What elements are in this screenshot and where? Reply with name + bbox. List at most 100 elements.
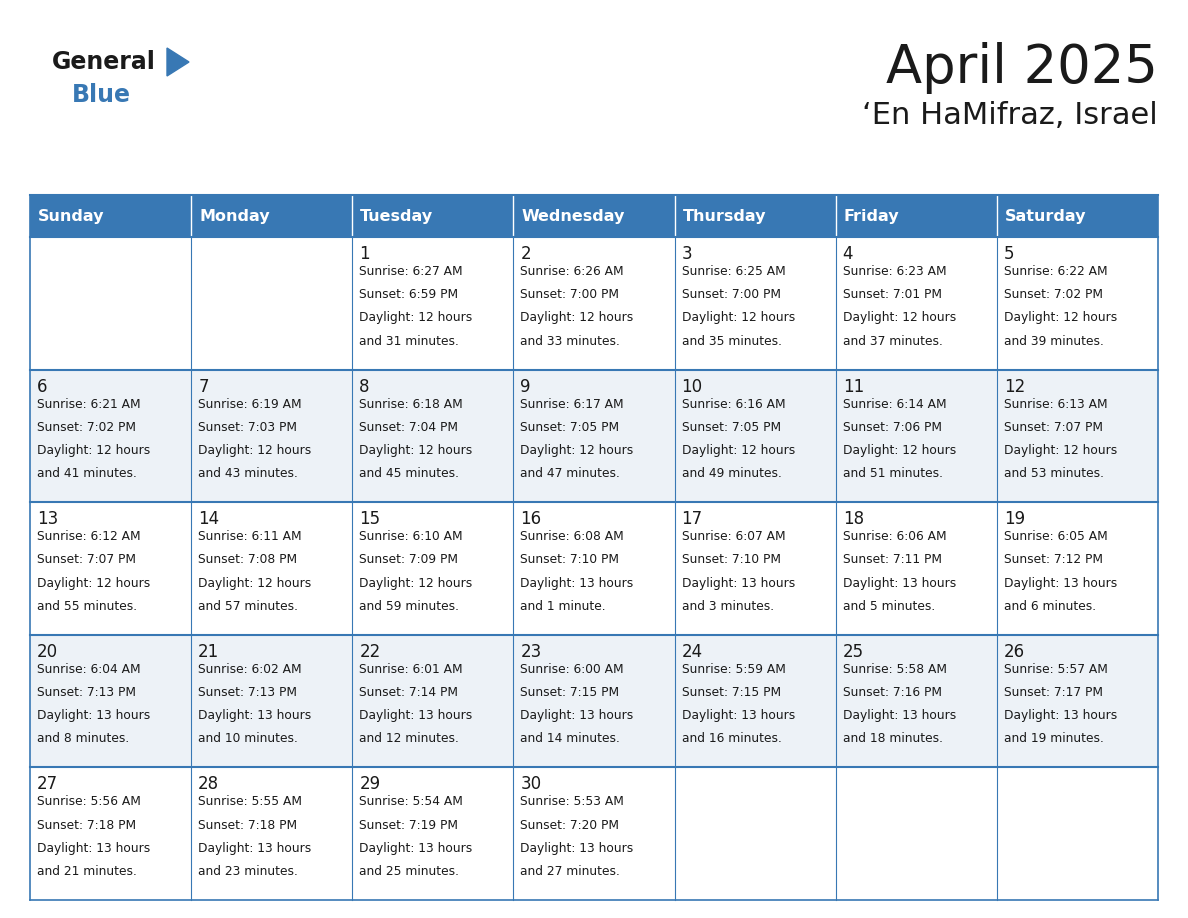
Text: Thursday: Thursday — [683, 208, 766, 223]
Text: Daylight: 13 hours: Daylight: 13 hours — [37, 710, 150, 722]
Text: Daylight: 13 hours: Daylight: 13 hours — [520, 577, 633, 589]
Text: Sunday: Sunday — [38, 208, 105, 223]
Text: Sunset: 7:03 PM: Sunset: 7:03 PM — [198, 420, 297, 434]
Text: Sunrise: 6:25 AM: Sunrise: 6:25 AM — [682, 265, 785, 278]
Text: and 25 minutes.: and 25 minutes. — [359, 865, 460, 878]
Bar — [997, 195, 1158, 237]
Bar — [513, 195, 675, 237]
Text: Sunrise: 6:23 AM: Sunrise: 6:23 AM — [842, 265, 947, 278]
Text: and 6 minutes.: and 6 minutes. — [1004, 599, 1097, 613]
Text: 8: 8 — [359, 377, 369, 396]
Text: Sunset: 7:02 PM: Sunset: 7:02 PM — [1004, 288, 1102, 301]
Text: Daylight: 13 hours: Daylight: 13 hours — [520, 710, 633, 722]
Text: Sunset: 7:18 PM: Sunset: 7:18 PM — [37, 819, 137, 832]
Text: and 49 minutes.: and 49 minutes. — [682, 467, 782, 480]
Text: Sunset: 6:59 PM: Sunset: 6:59 PM — [359, 288, 459, 301]
Text: and 14 minutes.: and 14 minutes. — [520, 733, 620, 745]
Text: Sunset: 7:20 PM: Sunset: 7:20 PM — [520, 819, 619, 832]
Text: Sunrise: 6:10 AM: Sunrise: 6:10 AM — [359, 531, 463, 543]
Text: Sunrise: 6:17 AM: Sunrise: 6:17 AM — [520, 397, 624, 410]
Text: 5: 5 — [1004, 245, 1015, 263]
Text: 30: 30 — [520, 776, 542, 793]
Text: Sunset: 7:11 PM: Sunset: 7:11 PM — [842, 554, 942, 566]
Text: Sunset: 7:13 PM: Sunset: 7:13 PM — [37, 686, 135, 699]
Text: 27: 27 — [37, 776, 58, 793]
Text: and 27 minutes.: and 27 minutes. — [520, 865, 620, 878]
Text: 14: 14 — [198, 510, 220, 528]
Text: Daylight: 13 hours: Daylight: 13 hours — [842, 710, 956, 722]
Text: Sunrise: 6:00 AM: Sunrise: 6:00 AM — [520, 663, 624, 676]
Text: April 2025: April 2025 — [886, 42, 1158, 94]
Text: 17: 17 — [682, 510, 702, 528]
Text: Daylight: 13 hours: Daylight: 13 hours — [682, 577, 795, 589]
Text: Saturday: Saturday — [1005, 208, 1086, 223]
Text: 13: 13 — [37, 510, 58, 528]
Text: 1: 1 — [359, 245, 369, 263]
Text: Wednesday: Wednesday — [522, 208, 625, 223]
Text: 24: 24 — [682, 643, 702, 661]
Text: Sunset: 7:10 PM: Sunset: 7:10 PM — [682, 554, 781, 566]
Text: and 35 minutes.: and 35 minutes. — [682, 335, 782, 348]
Text: Sunset: 7:12 PM: Sunset: 7:12 PM — [1004, 554, 1102, 566]
Text: 6: 6 — [37, 377, 48, 396]
Text: and 51 minutes.: and 51 minutes. — [842, 467, 943, 480]
Text: Daylight: 13 hours: Daylight: 13 hours — [842, 577, 956, 589]
Bar — [30, 195, 191, 237]
Text: Daylight: 12 hours: Daylight: 12 hours — [1004, 444, 1117, 457]
Text: and 43 minutes.: and 43 minutes. — [198, 467, 298, 480]
Text: Sunset: 7:07 PM: Sunset: 7:07 PM — [1004, 420, 1102, 434]
Bar — [353, 195, 513, 237]
Text: Sunrise: 5:56 AM: Sunrise: 5:56 AM — [37, 795, 141, 809]
Text: and 16 minutes.: and 16 minutes. — [682, 733, 782, 745]
Text: Daylight: 12 hours: Daylight: 12 hours — [842, 311, 956, 324]
Text: Sunrise: 6:07 AM: Sunrise: 6:07 AM — [682, 531, 785, 543]
Text: 15: 15 — [359, 510, 380, 528]
Text: Sunset: 7:05 PM: Sunset: 7:05 PM — [682, 420, 781, 434]
Text: Sunrise: 6:27 AM: Sunrise: 6:27 AM — [359, 265, 463, 278]
Text: Sunset: 7:05 PM: Sunset: 7:05 PM — [520, 420, 620, 434]
Text: Sunset: 7:15 PM: Sunset: 7:15 PM — [520, 686, 620, 699]
Text: Sunrise: 6:18 AM: Sunrise: 6:18 AM — [359, 397, 463, 410]
Text: Daylight: 13 hours: Daylight: 13 hours — [1004, 577, 1117, 589]
Text: 9: 9 — [520, 377, 531, 396]
Text: 18: 18 — [842, 510, 864, 528]
Bar — [191, 195, 353, 237]
Bar — [30, 767, 1158, 900]
Text: 16: 16 — [520, 510, 542, 528]
Text: Sunrise: 5:59 AM: Sunrise: 5:59 AM — [682, 663, 785, 676]
Text: Sunset: 7:13 PM: Sunset: 7:13 PM — [198, 686, 297, 699]
Text: Sunrise: 5:55 AM: Sunrise: 5:55 AM — [198, 795, 302, 809]
Text: 25: 25 — [842, 643, 864, 661]
Text: Daylight: 13 hours: Daylight: 13 hours — [682, 710, 795, 722]
Text: Daylight: 12 hours: Daylight: 12 hours — [682, 311, 795, 324]
Text: Sunrise: 5:53 AM: Sunrise: 5:53 AM — [520, 795, 625, 809]
Text: 2: 2 — [520, 245, 531, 263]
Text: 26: 26 — [1004, 643, 1025, 661]
Text: 29: 29 — [359, 776, 380, 793]
Text: Daylight: 12 hours: Daylight: 12 hours — [359, 311, 473, 324]
Text: Sunset: 7:01 PM: Sunset: 7:01 PM — [842, 288, 942, 301]
Text: and 21 minutes.: and 21 minutes. — [37, 865, 137, 878]
Text: Sunrise: 6:04 AM: Sunrise: 6:04 AM — [37, 663, 140, 676]
Text: and 59 minutes.: and 59 minutes. — [359, 599, 460, 613]
Text: Daylight: 12 hours: Daylight: 12 hours — [682, 444, 795, 457]
Text: Daylight: 12 hours: Daylight: 12 hours — [520, 444, 633, 457]
Text: Sunset: 7:10 PM: Sunset: 7:10 PM — [520, 554, 619, 566]
Text: and 3 minutes.: and 3 minutes. — [682, 599, 773, 613]
Text: Sunrise: 6:14 AM: Sunrise: 6:14 AM — [842, 397, 947, 410]
Text: Daylight: 13 hours: Daylight: 13 hours — [1004, 710, 1117, 722]
Text: Daylight: 12 hours: Daylight: 12 hours — [1004, 311, 1117, 324]
Text: Blue: Blue — [72, 83, 131, 107]
Text: Daylight: 13 hours: Daylight: 13 hours — [520, 842, 633, 855]
Text: Sunrise: 6:26 AM: Sunrise: 6:26 AM — [520, 265, 624, 278]
Text: and 55 minutes.: and 55 minutes. — [37, 599, 137, 613]
Text: Sunrise: 6:21 AM: Sunrise: 6:21 AM — [37, 397, 140, 410]
Text: 7: 7 — [198, 377, 209, 396]
Text: Sunrise: 6:16 AM: Sunrise: 6:16 AM — [682, 397, 785, 410]
Bar — [675, 195, 835, 237]
Text: Daylight: 13 hours: Daylight: 13 hours — [359, 710, 473, 722]
Text: 21: 21 — [198, 643, 220, 661]
Text: Daylight: 12 hours: Daylight: 12 hours — [520, 311, 633, 324]
Text: Sunset: 7:15 PM: Sunset: 7:15 PM — [682, 686, 781, 699]
Text: 22: 22 — [359, 643, 380, 661]
